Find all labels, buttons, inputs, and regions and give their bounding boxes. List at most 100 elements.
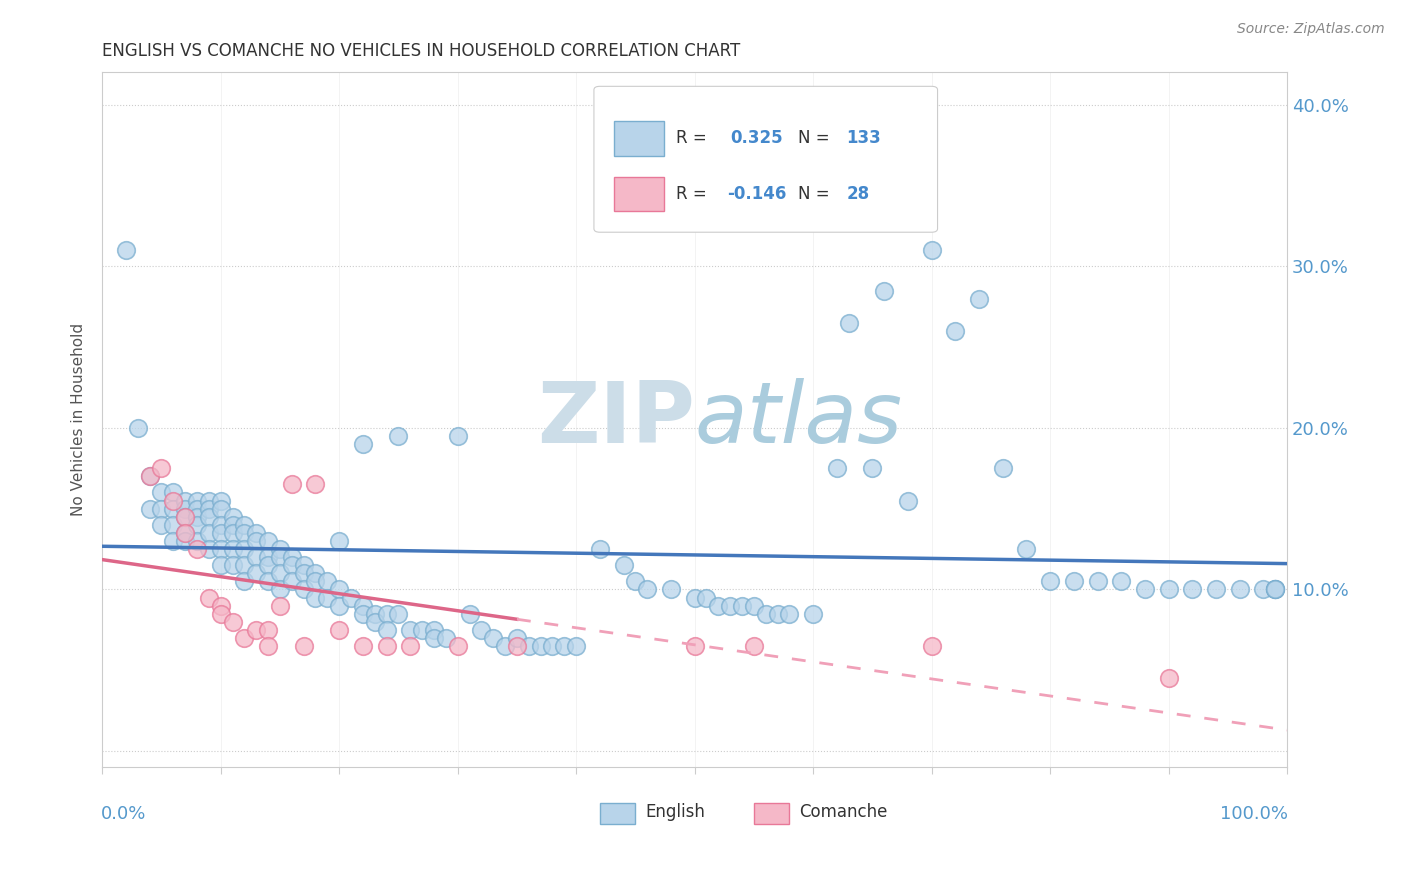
Point	[399, 623, 422, 637]
Point	[138, 469, 160, 483]
FancyBboxPatch shape	[593, 87, 938, 232]
Text: ENGLISH VS COMANCHE NO VEHICLES IN HOUSEHOLD CORRELATION CHART: ENGLISH VS COMANCHE NO VEHICLES IN HOUSE…	[103, 42, 741, 60]
Point	[186, 517, 208, 532]
Point	[198, 493, 221, 508]
FancyBboxPatch shape	[614, 177, 664, 211]
Point	[991, 461, 1014, 475]
Point	[269, 582, 291, 597]
Point	[612, 558, 634, 573]
Point	[233, 574, 256, 589]
Text: 0.325: 0.325	[730, 129, 783, 147]
Point	[292, 582, 315, 597]
Point	[1109, 574, 1132, 589]
Point	[1181, 582, 1204, 597]
Point	[162, 493, 184, 508]
Point	[304, 574, 326, 589]
Point	[292, 558, 315, 573]
Point	[1264, 582, 1286, 597]
Point	[198, 501, 221, 516]
Point	[257, 558, 280, 573]
Point	[530, 639, 553, 653]
Point	[565, 639, 588, 653]
Point	[209, 599, 232, 613]
Text: R =: R =	[676, 129, 706, 147]
Point	[162, 533, 184, 548]
Point	[494, 639, 516, 653]
Point	[245, 566, 267, 581]
Point	[742, 599, 765, 613]
Point	[1205, 582, 1227, 597]
Point	[162, 517, 184, 532]
Point	[387, 607, 409, 621]
Point	[755, 607, 778, 621]
Point	[257, 574, 280, 589]
Point	[1157, 671, 1180, 685]
Point	[162, 501, 184, 516]
Point	[174, 525, 197, 540]
Point	[269, 542, 291, 557]
Point	[375, 639, 398, 653]
Point	[221, 558, 243, 573]
Point	[731, 599, 754, 613]
Point	[316, 574, 339, 589]
Point	[174, 533, 197, 548]
Point	[292, 566, 315, 581]
Point	[458, 607, 481, 621]
Point	[186, 509, 208, 524]
Point	[233, 525, 256, 540]
Y-axis label: No Vehicles in Household: No Vehicles in Household	[72, 323, 86, 516]
Point	[683, 639, 706, 653]
Point	[352, 437, 374, 451]
Point	[257, 550, 280, 565]
Point	[328, 582, 350, 597]
Point	[1253, 582, 1275, 597]
Point	[292, 639, 315, 653]
Point	[233, 517, 256, 532]
Point	[375, 607, 398, 621]
Point	[718, 599, 741, 613]
Point	[778, 607, 800, 621]
Point	[636, 582, 658, 597]
Point	[1229, 582, 1251, 597]
Point	[399, 639, 422, 653]
Text: Comanche: Comanche	[799, 804, 887, 822]
Point	[1015, 542, 1038, 557]
Point	[198, 525, 221, 540]
Point	[233, 558, 256, 573]
Point	[364, 615, 387, 629]
Point	[423, 623, 446, 637]
Point	[162, 485, 184, 500]
Point	[150, 485, 173, 500]
Point	[304, 477, 326, 491]
Point	[695, 591, 717, 605]
Point	[150, 461, 173, 475]
Point	[257, 623, 280, 637]
Point	[352, 599, 374, 613]
Point	[245, 550, 267, 565]
Point	[897, 493, 920, 508]
Point	[257, 639, 280, 653]
Point	[1264, 582, 1286, 597]
Point	[921, 243, 943, 257]
Point	[186, 493, 208, 508]
Text: atlas: atlas	[695, 378, 903, 461]
Text: ZIP: ZIP	[537, 378, 695, 461]
Point	[281, 550, 304, 565]
Point	[447, 429, 470, 443]
Point	[375, 623, 398, 637]
Point	[364, 607, 387, 621]
Point	[506, 631, 529, 645]
Point	[411, 623, 433, 637]
Point	[138, 501, 160, 516]
Point	[1133, 582, 1156, 597]
Point	[127, 421, 149, 435]
Point	[352, 607, 374, 621]
Point	[873, 284, 896, 298]
Point	[340, 591, 363, 605]
Point	[316, 591, 339, 605]
Point	[269, 599, 291, 613]
Point	[482, 631, 505, 645]
Text: -0.146: -0.146	[727, 185, 786, 203]
Point	[470, 623, 492, 637]
Point	[1157, 582, 1180, 597]
